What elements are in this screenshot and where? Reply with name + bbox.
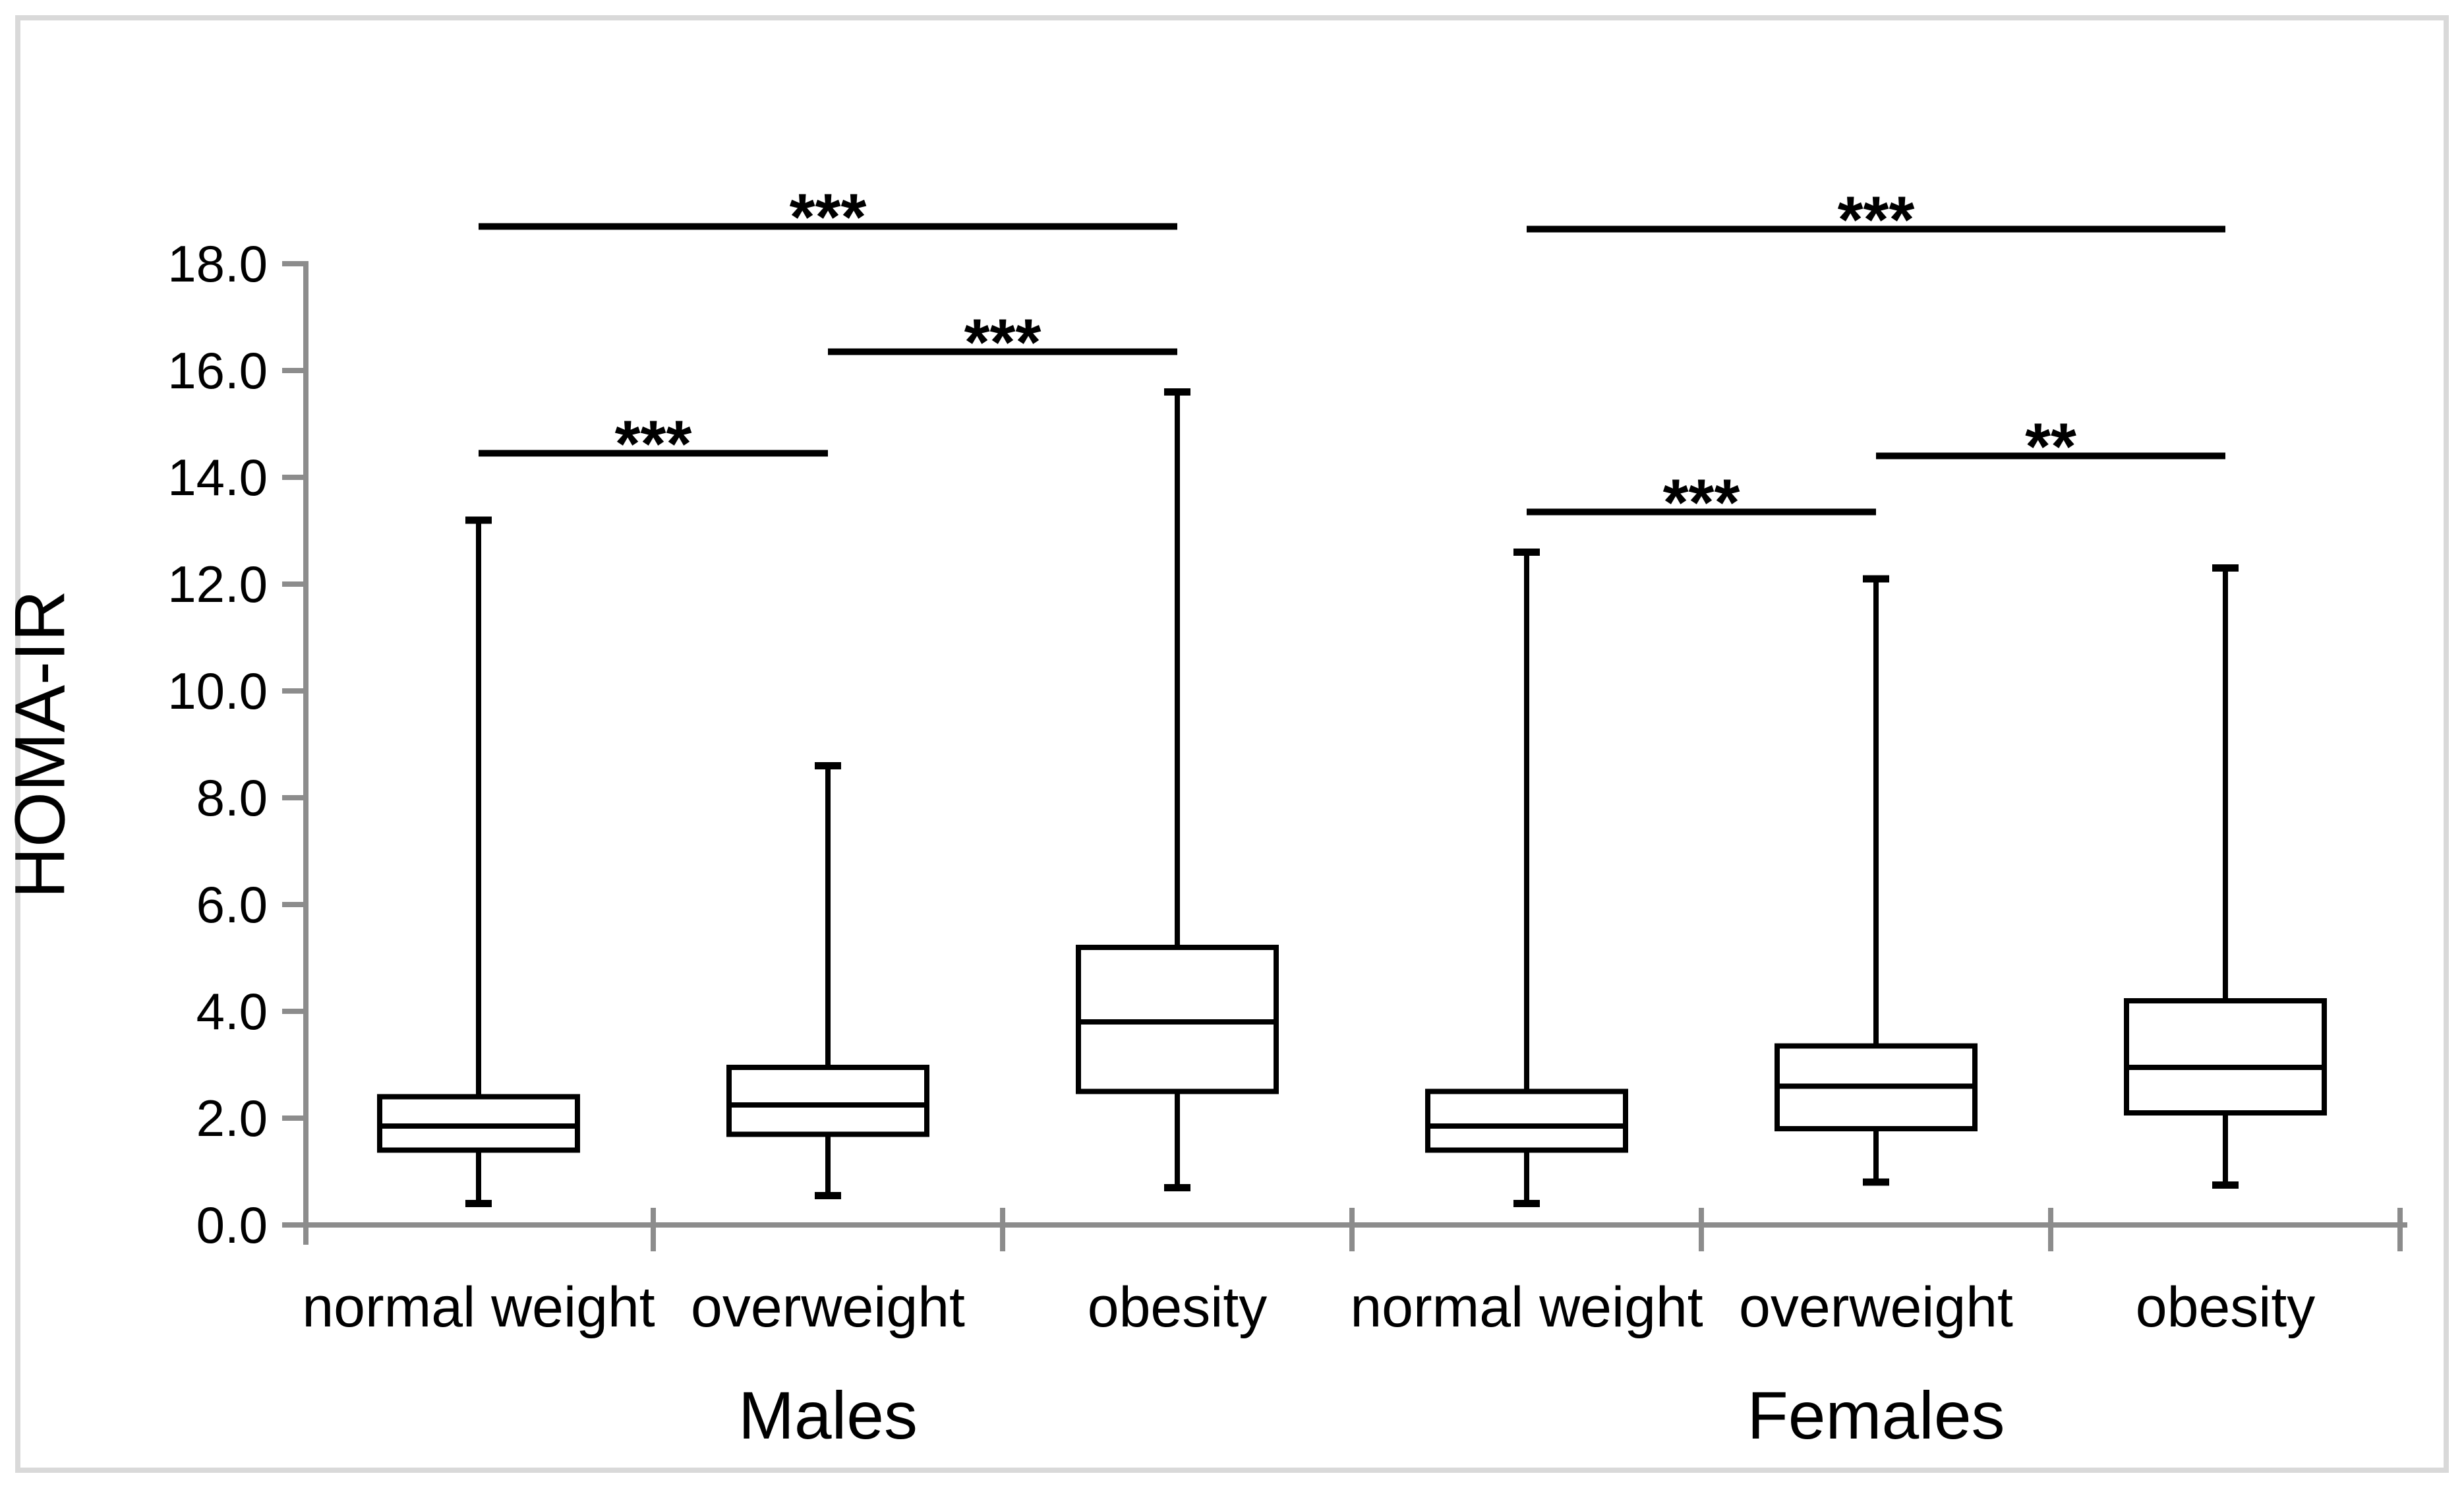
category-label-males-obesity: obesity (1088, 1276, 1268, 1339)
y-tick-label-12.0: 12.0 (167, 555, 268, 613)
box-males-normal-weight (377, 1094, 580, 1153)
significance-label-females-4: ** (2025, 410, 2076, 484)
box-males-obesity (1076, 944, 1279, 1094)
significance-label-males-2: *** (790, 180, 867, 254)
y-axis-title-text: HOMA-IR (0, 590, 80, 899)
box-females-normal-weight (1425, 1088, 1628, 1153)
category-label-females-overweight: overweight (1739, 1276, 2013, 1339)
y-tick-label-4.0: 4.0 (196, 982, 268, 1040)
y-tick-label-2.0: 2.0 (196, 1089, 268, 1147)
category-label-males-overweight: overweight (691, 1276, 965, 1339)
significance-label-males-0: *** (615, 407, 692, 481)
y-tick-label-8.0: 8.0 (196, 769, 268, 827)
group-label-females: Females (1747, 1378, 2005, 1453)
significance-label-females-3: *** (1663, 466, 1740, 540)
y-tick-label-18.0: 18.0 (167, 235, 268, 293)
y-tick-label-16.0: 16.0 (167, 342, 268, 400)
y-tick-label-0.0: 0.0 (196, 1196, 268, 1254)
category-label-females-normal-weight: normal weight (1350, 1276, 1703, 1339)
category-label-females-obesity: obesity (2136, 1276, 2316, 1339)
figure-border (15, 15, 2449, 1473)
y-tick-label-6.0: 6.0 (196, 876, 268, 934)
significance-label-males-1: *** (964, 306, 1041, 380)
significance-label-females-5: *** (1838, 183, 1915, 256)
box-males-overweight (726, 1065, 929, 1137)
category-label-males-normal-weight: normal weight (302, 1276, 655, 1339)
y-tick-label-14.0: 14.0 (167, 448, 268, 506)
group-label-males: Males (738, 1378, 918, 1453)
y-tick-label-10.0: 10.0 (167, 662, 268, 720)
box-females-obesity (2124, 997, 2327, 1116)
